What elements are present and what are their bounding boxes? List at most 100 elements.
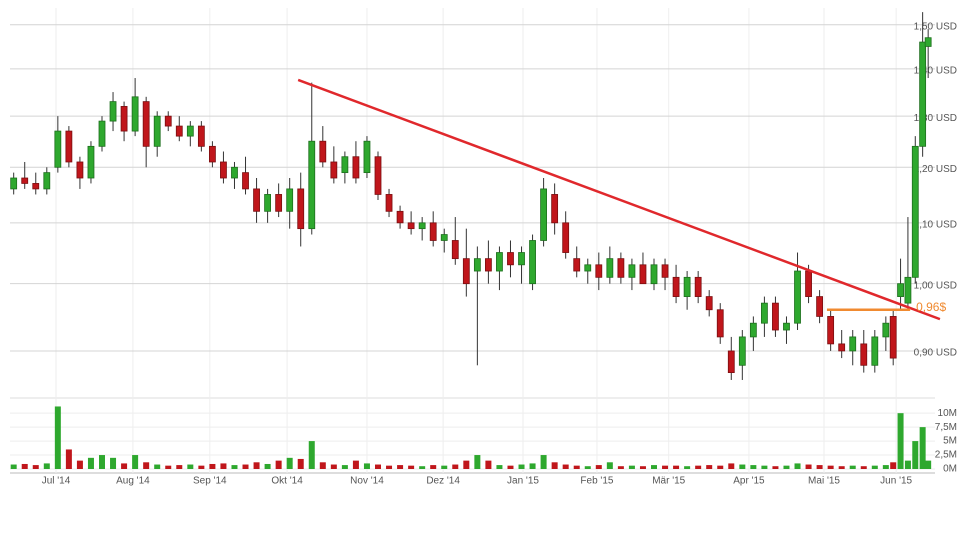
candle-body — [220, 161, 227, 179]
x-tick-label: Jan '15 — [507, 476, 539, 487]
volume-bar — [739, 464, 746, 469]
candle-body — [484, 258, 492, 272]
volume-bar — [286, 457, 293, 469]
candle-body — [396, 210, 404, 224]
volume-bar — [816, 465, 823, 469]
volume-bar — [419, 466, 426, 469]
volume-bar — [794, 463, 801, 469]
x-tick-label: Aug '14 — [116, 476, 150, 487]
candle-body — [551, 194, 559, 224]
candle-body — [109, 101, 117, 122]
candle-body — [32, 183, 40, 190]
x-tick-label: Apr '15 — [733, 476, 765, 487]
volume-bar — [706, 465, 713, 469]
volume-bar — [386, 465, 393, 469]
volume-bar — [21, 463, 28, 469]
volume-bar — [43, 463, 50, 469]
x-tick-label: Dez '14 — [426, 476, 460, 487]
volume-bar — [363, 463, 370, 469]
candle-body — [672, 276, 680, 297]
candle-body — [805, 270, 812, 297]
x-tick-label: Mär '15 — [652, 476, 685, 487]
annotation-label: 0,96$ — [916, 300, 946, 314]
candle-body — [683, 276, 691, 297]
candle-body — [286, 188, 294, 212]
candle-body — [440, 234, 448, 241]
candle-body — [43, 172, 51, 190]
volume-bar — [154, 464, 161, 469]
candle-body — [352, 156, 360, 179]
candle-body — [87, 145, 95, 179]
candle-body — [727, 350, 735, 373]
volume-bar — [275, 460, 282, 469]
volume-bar — [308, 441, 315, 469]
volume-bar — [198, 465, 205, 469]
candle-body — [451, 240, 459, 260]
candle-body — [330, 161, 338, 179]
volume-bar — [485, 460, 492, 469]
candle-body — [738, 336, 746, 366]
y-tick-label: 0,90 USD — [914, 348, 957, 359]
candle-body — [606, 258, 614, 278]
candle-body — [54, 130, 62, 168]
volume-bar — [540, 455, 547, 469]
volume-bar — [617, 466, 624, 469]
volume-bar — [529, 463, 536, 469]
candle-body — [253, 188, 260, 212]
volume-bar — [805, 464, 812, 469]
volume-bar — [890, 462, 897, 469]
candle-body — [849, 336, 857, 352]
volume-bar — [220, 463, 227, 469]
candle-body — [897, 283, 904, 297]
volume-tick-label: 2,5M — [935, 450, 957, 461]
candle-body — [153, 115, 161, 147]
candle-body — [628, 264, 636, 278]
x-tick-label: Feb '15 — [580, 476, 613, 487]
candle-body — [496, 252, 503, 272]
volume-bar — [463, 460, 470, 469]
candle-body — [783, 322, 790, 331]
candle-body — [518, 252, 525, 266]
volume-bar — [496, 465, 503, 469]
candle-body — [21, 177, 29, 184]
volume-bar — [849, 465, 856, 469]
candle-body — [860, 343, 868, 366]
volume-bar — [551, 462, 558, 469]
candle-body — [919, 41, 927, 147]
y-tick-label: 1,00 USD — [914, 280, 957, 291]
volume-bar — [628, 465, 635, 469]
volume-bar — [474, 455, 481, 469]
volume-bar — [297, 458, 304, 469]
candle-body — [794, 270, 801, 324]
volume-bar — [860, 466, 867, 469]
candle-body — [617, 258, 625, 278]
candle-body — [827, 316, 835, 345]
volume-bar — [319, 462, 326, 469]
volume-bar — [507, 465, 514, 469]
volume-bar — [584, 466, 591, 469]
candle-body — [462, 258, 470, 285]
volume-bar — [606, 462, 613, 469]
candle-body — [924, 37, 932, 47]
candle-body — [264, 194, 272, 212]
volume-bar — [341, 465, 348, 469]
volume-bar — [761, 465, 768, 469]
volume-bar — [912, 441, 919, 469]
volume-bar — [187, 464, 194, 469]
volume-bar — [919, 427, 926, 469]
volume-bar — [110, 457, 117, 469]
candle-body — [308, 140, 316, 230]
y-tick-label: 1,50 USD — [914, 21, 957, 32]
volume-bar — [430, 465, 437, 469]
candle-body — [761, 302, 768, 324]
volume-bar — [562, 464, 569, 469]
volume-bar — [717, 465, 724, 469]
candle-body — [507, 252, 514, 266]
y-tick-label: 1,30 USD — [914, 113, 957, 124]
volume-bar — [76, 460, 83, 469]
candle-body — [871, 336, 879, 366]
volume-bar — [408, 465, 415, 469]
candle-body — [772, 302, 779, 331]
candle-body — [76, 161, 84, 179]
